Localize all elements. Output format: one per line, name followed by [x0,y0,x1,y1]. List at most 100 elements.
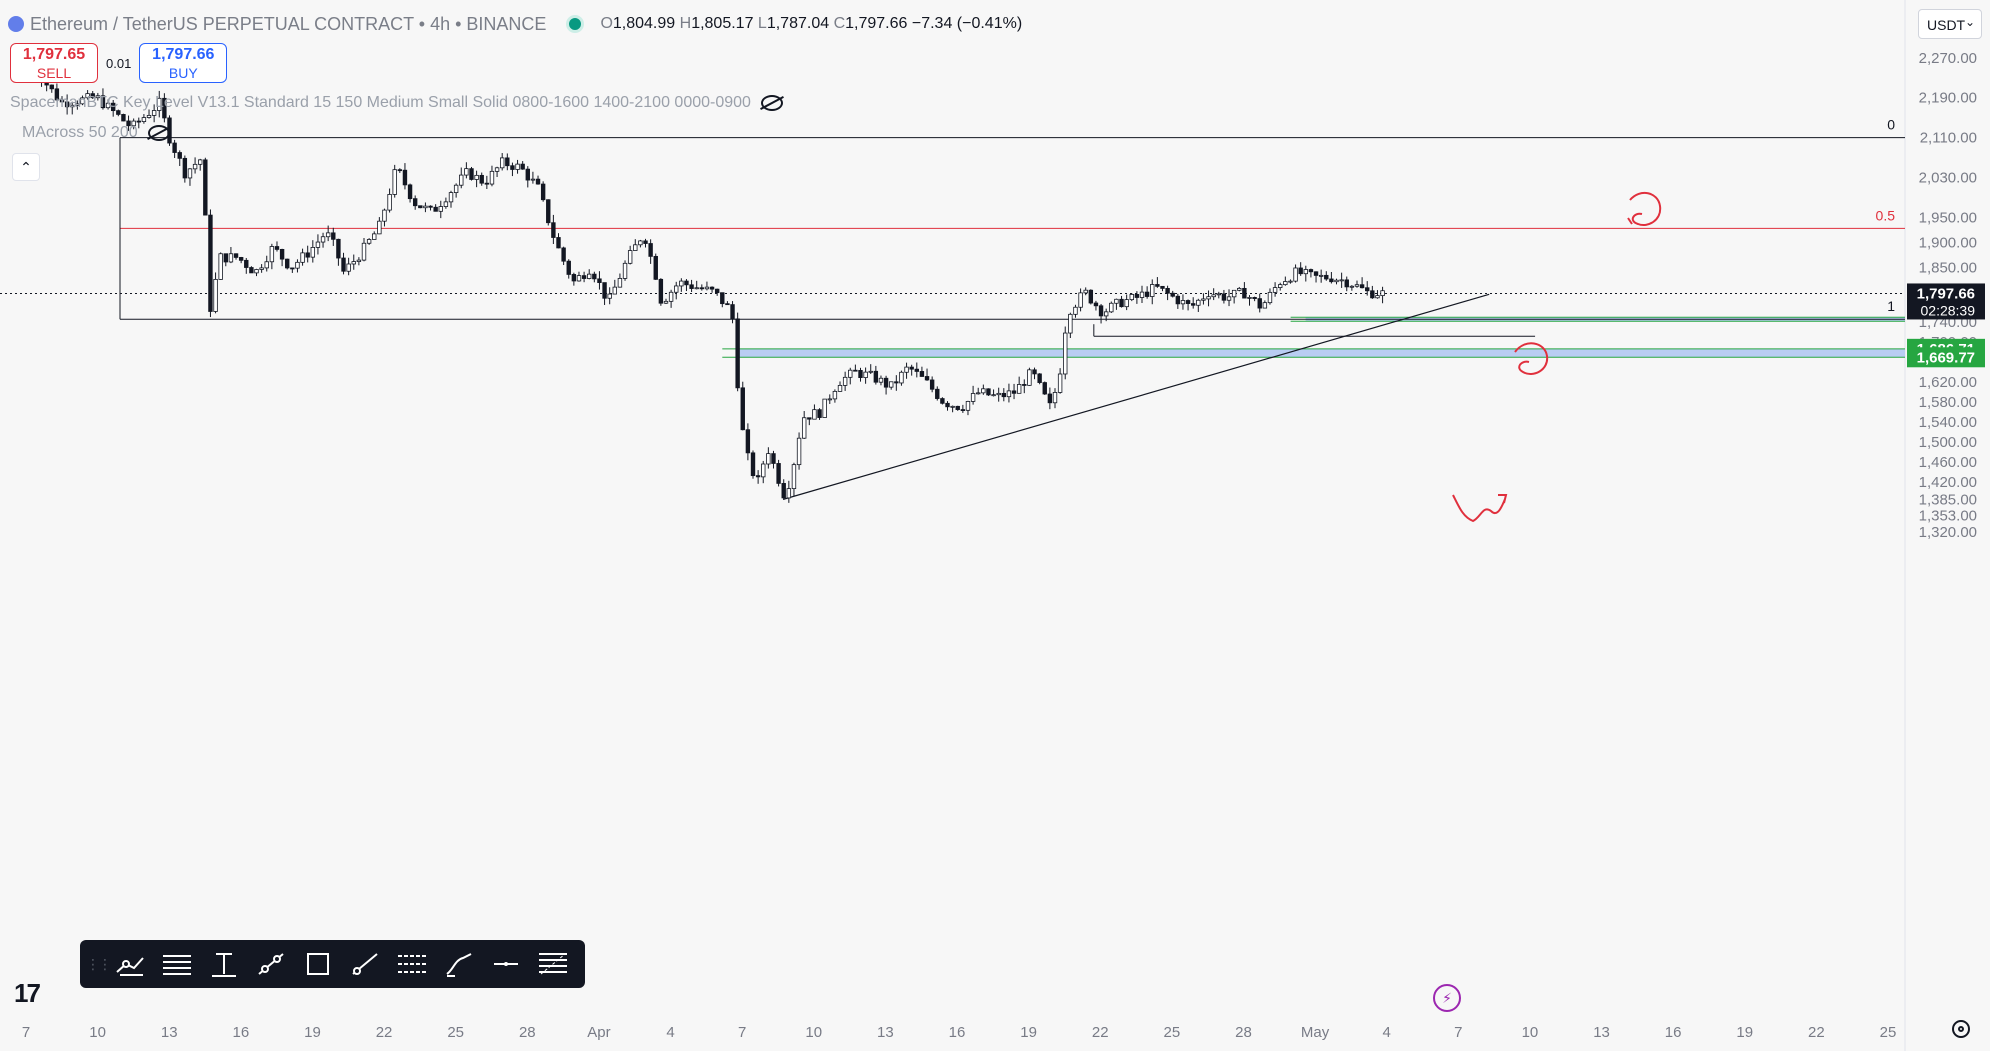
multipoint-icon[interactable] [108,944,152,984]
price-tick-label: 1,580.00 [1919,394,1977,411]
candle-body [110,102,116,112]
candle-body [428,205,433,208]
candle-body [868,370,873,373]
horizontal-line-icon[interactable] [484,944,528,984]
ray-icon[interactable] [343,944,387,984]
price-tick-label: 1,385.00 [1919,491,1977,508]
candle-body [157,97,162,111]
indicator-key-level[interactable]: SpacemanBTC Key Level V13.1 Standard 15 … [10,94,783,112]
sell-button[interactable]: 1,797.65 SELL [10,43,98,83]
candle-body [269,246,275,263]
candle-body [75,103,80,106]
collapse-legend-button[interactable]: ⌃ [12,153,40,181]
candle-body [1293,267,1298,282]
candle-body [1298,267,1303,275]
candle-body [704,286,710,290]
candle-body [1170,292,1175,297]
candle-body [1329,278,1334,283]
hidden-eye-icon[interactable] [760,95,783,111]
candle-body [1242,287,1247,299]
candle-body [602,282,607,299]
tradingview-logo-icon[interactable]: 17 [14,978,41,1008]
brush-icon[interactable] [437,944,481,984]
candle-body [1267,291,1273,304]
candle-body [894,381,899,384]
candle-body [909,366,914,370]
candle-body [412,198,418,207]
lightning-icon[interactable]: ⚡ [1433,984,1461,1012]
market-open-icon [566,15,585,33]
candle-body [131,120,136,127]
time-tick-label: 7 [738,1024,746,1041]
candle-body [668,291,674,302]
candle-body [1303,269,1309,275]
candle-body [1022,384,1027,386]
candle-body [709,286,715,290]
drag-handle-icon[interactable]: ⋮⋮ [86,955,112,972]
candle-body [1093,302,1099,307]
candle-body [438,206,443,212]
time-tick-label: 10 [805,1024,822,1041]
candle-body [1237,287,1242,291]
candle-body [638,240,643,246]
horizontal-lines-icon[interactable] [155,944,199,984]
candle-body [499,157,505,169]
candle-body [136,120,141,123]
candle-body [546,199,551,224]
candle-body [837,384,843,392]
candle-body [878,377,884,383]
ohlc-high: 1,805.17 [691,15,754,32]
time-tick-label: 4 [666,1024,674,1041]
price-tick-label: 2,270.00 [1919,50,1977,67]
candle-body [305,252,310,258]
candle-body [95,95,101,99]
time-tick-label: 25 [1880,1024,1897,1041]
candle-body [238,257,244,261]
candle-body [996,392,1001,396]
candle-body [1262,302,1268,309]
ohlc-close: 1,797.66 [845,15,908,32]
candle-body [151,110,157,116]
settings-icon[interactable] [1952,1020,1970,1038]
candle-body [935,388,940,399]
candle-body [1324,274,1329,280]
candle-body [1047,393,1053,404]
time-tick-label: 28 [1235,1024,1252,1041]
hidden-eye-icon[interactable] [147,125,170,141]
symbol-title[interactable]: Ethereum / TetherUS PERPETUAL CONTRACT •… [30,13,547,34]
candle-body [433,206,438,212]
price-tick-label: 1,420.00 [1919,474,1977,491]
candle-body [1032,369,1037,375]
time-tick-label: 13 [877,1024,894,1041]
candle-body [740,387,745,431]
candle-body [49,84,54,90]
indicator-ma-cross[interactable]: MAcross 50 200 [10,124,170,142]
candle-body [1165,288,1170,294]
currency-selector[interactable]: USDT ⌄ [1918,9,1982,39]
candle-body [566,260,571,275]
candle-body [694,287,699,290]
candle-body [474,174,479,180]
candle-body [453,184,459,194]
parallel-channel-icon[interactable] [390,944,434,984]
candle-body [1339,279,1344,282]
fib-level-label: 0.5 [1876,207,1896,223]
candle-body [633,244,638,251]
candle-body [863,371,868,378]
candle-body [904,366,909,373]
candle-body [622,262,628,279]
price-tick-label: 1,620.00 [1919,374,1977,391]
candle-body [607,293,612,299]
candle-body [1247,297,1252,299]
candle-body [1037,373,1042,383]
buy-button[interactable]: 1,797.66 BUY [139,43,228,83]
rectangle-icon[interactable] [296,944,340,984]
fib-retracement-icon[interactable] [531,944,575,984]
zone-lower-price-tag: 1,669.77 [1917,349,1975,366]
candle-body [141,117,147,122]
trend-line-icon[interactable] [249,944,293,984]
candle-body [494,167,500,172]
ohlc-open: 1,804.99 [612,15,676,32]
vertical-line-icon[interactable] [202,944,246,984]
